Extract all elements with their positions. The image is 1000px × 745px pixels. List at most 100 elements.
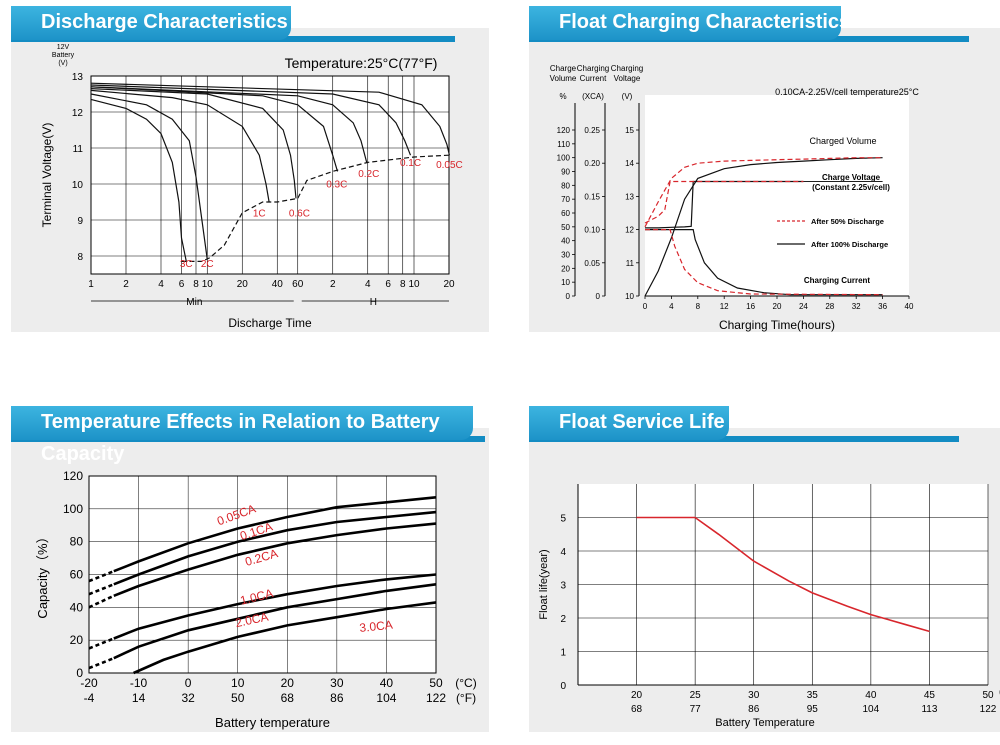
x-tick-label: 6	[179, 279, 185, 290]
x-tick-label: 40	[272, 279, 284, 290]
x-tick-label-f: 68	[281, 691, 295, 705]
x-tick-label: 8	[400, 279, 406, 290]
y-tick-label: 2	[560, 614, 566, 625]
x-axis-title: Battery Temperature	[715, 717, 814, 729]
x-tick-label: 20	[443, 279, 455, 290]
x-tick-label-c: 0	[185, 676, 192, 690]
series-line-1.0CA	[113, 573, 437, 640]
x-tick-label: 12	[720, 302, 729, 311]
series-label-0.2C: 0.2C	[358, 169, 379, 180]
x-tick-label-c: 40	[865, 690, 877, 701]
y-tick-label: 20	[70, 633, 84, 647]
series-dashed-0.05CA	[88, 569, 115, 583]
y-tick-label: 60	[70, 568, 84, 582]
y-axis-title: Float life(year)	[538, 549, 550, 619]
x-tick-label: 28	[825, 302, 834, 311]
axis-tick-label-0: 0	[566, 292, 571, 301]
float-charging-chart: ChargeVolume%010203040506070809010011012…	[550, 64, 920, 332]
series-dashed-1.0CA	[88, 637, 115, 650]
y-tick-label: 4	[560, 547, 566, 558]
x-unit-min: Min	[186, 297, 202, 308]
series-line-1C	[90, 89, 270, 203]
x-tick-label-c: 25	[690, 690, 702, 701]
series-label-2C: 2C	[201, 259, 214, 270]
x-tick-label-c: 40	[380, 676, 394, 690]
series-line-0.05CA	[113, 496, 437, 573]
series-line-3C	[90, 98, 187, 262]
axis-tick-label-2: 10	[625, 292, 634, 301]
x-axis-title: Charging Time(hours)	[719, 318, 835, 332]
y-tick-label: 3	[560, 581, 566, 592]
x-tick-label: 4	[158, 279, 164, 290]
axis-tick-label-1: 0	[596, 292, 601, 301]
x-tick-label-f: 104	[376, 691, 396, 705]
series-line-float-life	[636, 516, 930, 633]
curve-label-volume: Charged Volume	[809, 136, 876, 146]
curve-label-current: Charging Current	[804, 276, 871, 285]
x-tick-label: 2	[330, 279, 336, 290]
axis-label-0: Volume	[550, 74, 577, 83]
x-tick-label-f: 95	[807, 704, 819, 715]
series-line-3.0CA	[133, 601, 437, 675]
series-label-0.05C: 0.05C	[436, 160, 463, 171]
axis-tick-label-1: 0.20	[584, 159, 600, 168]
x-tick-label-f: 86	[330, 691, 344, 705]
axis-label-1: Charging	[577, 64, 609, 73]
axis-tick-label-0: 70	[561, 195, 570, 204]
service-life-panel: Float Service Life 20 68 25 77 30 86 35 95 40 104…	[529, 400, 1000, 732]
x-tick-label: 20	[237, 279, 249, 290]
axis-tick-label-1: 0.25	[584, 126, 600, 135]
x-tick-label-f: -4	[84, 691, 95, 705]
x-tick-label-f: 122	[426, 691, 446, 705]
axis-label-0: Charge	[550, 64, 577, 73]
x-tick-label: 0	[643, 302, 648, 311]
x-tick-label-c: -10	[130, 676, 148, 690]
float-charging-title: Float Charging Characteristics	[559, 11, 851, 33]
temperature-title: Temperature Effects in Relation to Batte…	[41, 411, 440, 465]
axis-tick-label-1: 0.10	[584, 226, 600, 235]
axis-tick-label-2: 15	[625, 126, 634, 135]
x-tick-label-c: 10	[231, 676, 245, 690]
x-tick-label: 4	[669, 302, 674, 311]
x-tick-label-c: 45	[924, 690, 936, 701]
series-line-0.3C	[90, 86, 339, 172]
float-charging-banner: Float Charging Characteristics	[529, 6, 969, 42]
y-axis-title: Terminal Voltage(V)	[40, 123, 54, 228]
series-label-2.0CA: 2.0CA	[234, 610, 270, 631]
series-dashed-0.2CA	[88, 594, 115, 609]
axis-tick-label-0: 100	[557, 154, 571, 163]
axis-tick-label-2: 11	[626, 259, 635, 268]
x-tick-label: 6	[385, 279, 391, 290]
float-charging-panel: Float Charging Characteristics Charge Vol…	[529, 0, 1000, 332]
x-tick-label: 24	[799, 302, 808, 311]
series-label-0.6C: 0.6C	[289, 208, 310, 219]
temperature-panel: Temperature Effects in Relation to Batte…	[11, 400, 489, 732]
y-tick-label: 13	[72, 72, 84, 83]
axis-tick-label-0: 40	[561, 237, 570, 246]
series-label-3C: 3C	[180, 259, 193, 270]
x-tick-label: 2	[123, 279, 129, 290]
series-line-0.2CA	[113, 522, 437, 598]
cutoff-voltage-line	[181, 154, 450, 262]
x-tick-label-c: 20	[631, 690, 643, 701]
x-tick-label: 10	[202, 279, 214, 290]
y-tick-label: 1	[560, 648, 566, 659]
x-tick-label: 60	[292, 279, 304, 290]
x-tick-label-f: 113	[921, 704, 937, 715]
series-dashed-0.1CA	[88, 583, 115, 596]
x-unit-hour: H	[370, 297, 377, 308]
y-tick-label: 0	[76, 666, 83, 680]
axis-tick-label-0: 50	[561, 223, 570, 232]
y-tick-label: 9	[77, 216, 83, 227]
service-life-title: Float Service Life	[559, 411, 725, 433]
y-tick-label: 0	[560, 681, 566, 692]
x-tick-label-f: 122	[980, 704, 997, 715]
series-label-0.3C: 0.3C	[326, 180, 347, 191]
temperature-banner: Temperature Effects in Relation to Batte…	[11, 406, 489, 465]
axis-tick-label-0: 60	[561, 209, 570, 218]
discharge-title: Discharge Characteristics	[41, 11, 288, 33]
legend-label-50: After 50% Discharge	[811, 217, 884, 226]
series-line-0.1C	[90, 84, 412, 156]
y-tick-label: 5	[560, 514, 566, 525]
